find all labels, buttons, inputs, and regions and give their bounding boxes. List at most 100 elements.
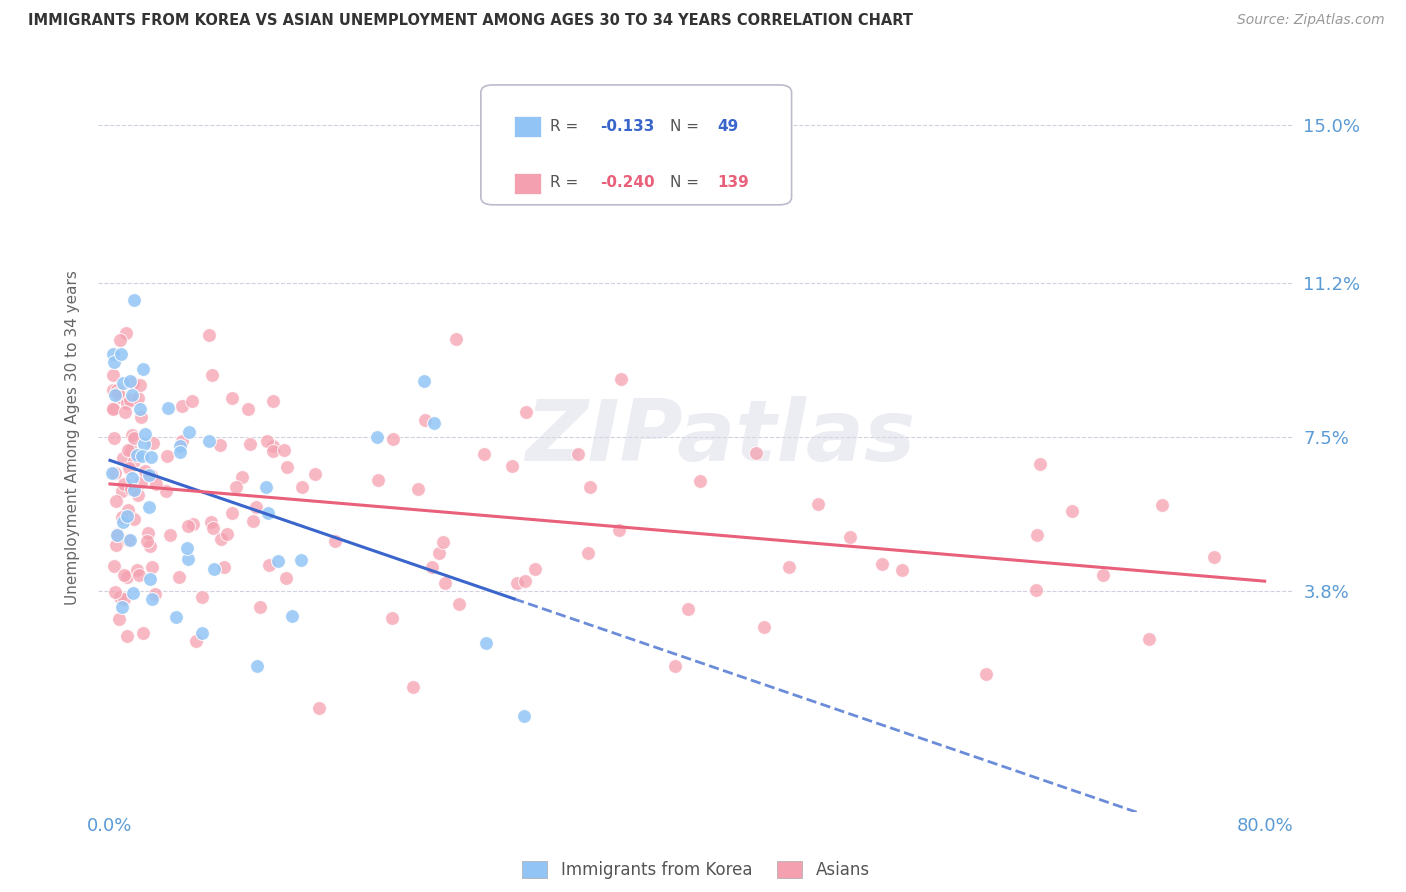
Point — [323, 534, 346, 549]
Point — [111, 509, 134, 524]
Point — [752, 620, 775, 634]
FancyBboxPatch shape — [481, 85, 792, 205]
Point — [139, 467, 162, 482]
Point — [104, 466, 127, 480]
Point — [129, 378, 152, 392]
Point — [115, 570, 138, 584]
Point — [101, 347, 124, 361]
Point — [170, 434, 193, 448]
Point — [157, 401, 180, 415]
Point — [449, 597, 471, 611]
Point — [567, 447, 589, 461]
Point — [231, 469, 253, 483]
Point — [141, 450, 163, 464]
Text: -0.133: -0.133 — [600, 119, 655, 134]
Point — [136, 533, 159, 548]
Point — [366, 430, 388, 444]
Bar — [515, 116, 541, 137]
Text: -0.240: -0.240 — [600, 175, 655, 190]
Point — [108, 612, 131, 626]
Point — [413, 413, 436, 427]
Point — [1091, 568, 1114, 582]
Point — [122, 586, 145, 600]
Point — [524, 561, 547, 575]
Point — [197, 434, 219, 448]
Point — [117, 533, 139, 547]
Point — [249, 599, 271, 614]
Point — [177, 552, 200, 566]
Point — [118, 460, 141, 475]
Point — [104, 538, 127, 552]
Point — [427, 546, 450, 560]
Point — [367, 473, 389, 487]
Point — [112, 477, 135, 491]
Point — [110, 347, 132, 361]
Text: ZIPatlas: ZIPatlas — [524, 395, 915, 479]
Text: R =: R = — [550, 119, 583, 134]
Point — [475, 636, 498, 650]
Point — [515, 405, 537, 419]
Point — [432, 535, 454, 549]
Point — [132, 362, 155, 376]
Point — [515, 574, 537, 588]
Point — [406, 482, 429, 496]
Point — [239, 437, 262, 451]
Text: Source: ZipAtlas.com: Source: ZipAtlas.com — [1237, 13, 1385, 28]
Point — [101, 467, 124, 481]
Point — [132, 437, 155, 451]
Point — [422, 416, 444, 430]
Point — [120, 482, 142, 496]
Point — [142, 436, 165, 450]
Point — [506, 575, 529, 590]
Point — [122, 431, 145, 445]
Bar — [515, 172, 541, 194]
Point — [214, 559, 236, 574]
Point — [291, 480, 314, 494]
Point — [121, 428, 143, 442]
Text: 139: 139 — [717, 175, 749, 190]
Point — [128, 568, 150, 582]
Point — [402, 680, 425, 694]
Point — [200, 515, 222, 529]
Point — [838, 530, 860, 544]
Point — [176, 541, 198, 555]
Point — [190, 625, 212, 640]
Point — [103, 431, 125, 445]
Point — [444, 332, 467, 346]
Text: N =: N = — [669, 119, 703, 134]
Point — [121, 376, 143, 391]
Point — [576, 546, 599, 560]
Point — [134, 426, 156, 441]
Point — [112, 376, 135, 390]
Point — [139, 572, 162, 586]
Point — [115, 396, 138, 410]
Text: N =: N = — [669, 175, 703, 190]
Point — [121, 471, 143, 485]
Point — [134, 464, 156, 478]
Point — [1152, 498, 1174, 512]
Point — [129, 475, 152, 489]
Point — [381, 611, 404, 625]
Point — [112, 592, 135, 607]
Point — [118, 375, 141, 389]
Point — [122, 454, 145, 468]
Point — [120, 533, 142, 547]
Point — [141, 559, 163, 574]
Point — [257, 506, 280, 520]
Point — [180, 393, 202, 408]
Point — [257, 558, 280, 572]
Point — [104, 388, 127, 402]
Point — [155, 484, 177, 499]
Point — [236, 402, 259, 417]
Legend: Immigrants from Korea, Asians: Immigrants from Korea, Asians — [516, 855, 876, 886]
Point — [1204, 550, 1226, 565]
Point — [107, 385, 129, 400]
Point — [169, 439, 191, 453]
Point — [474, 447, 496, 461]
Point — [138, 467, 160, 482]
Point — [262, 393, 284, 408]
Point — [186, 634, 208, 648]
Point — [139, 539, 162, 553]
Point — [108, 333, 131, 347]
Point — [110, 390, 132, 404]
